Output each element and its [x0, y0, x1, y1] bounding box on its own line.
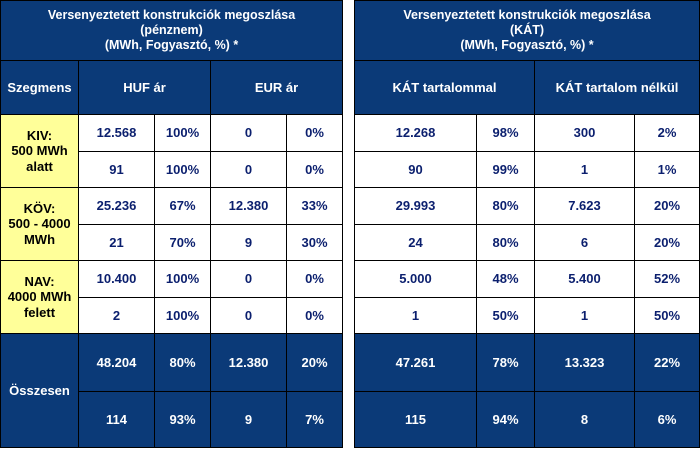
- table-cell: 29.993: [354, 187, 477, 225]
- total-cell: 20%: [285, 333, 344, 392]
- total-cell: 6%: [633, 391, 700, 448]
- segment-kiv-line-3: alatt: [26, 158, 53, 174]
- segment-kiv-line-2: 500 MWh: [11, 143, 68, 159]
- segment-nav-line-2: 4000 MWh: [7, 289, 72, 305]
- segment-kov-line-3: MWh: [23, 231, 56, 247]
- table-cell: 100%: [154, 297, 211, 334]
- table-cell: 0%: [285, 297, 344, 334]
- total-cell: 47.261: [354, 333, 477, 392]
- table-cell: 1: [534, 151, 635, 188]
- right-title-line-3: (MWh, Fogyasztó, %) *: [460, 38, 594, 52]
- table-cell: 20%: [633, 187, 700, 225]
- left-title-line-2: (pénznem): [140, 23, 203, 37]
- total-cell: 12.380: [210, 333, 287, 392]
- table-cell: 12.568: [78, 114, 155, 152]
- total-cell: 114: [78, 391, 155, 448]
- left-table-pénznem: Versenyeztetett konstrukciók megoszlása …: [0, 0, 344, 448]
- table-cell: 98%: [476, 114, 535, 152]
- right-title-line-2: (KÁT): [510, 23, 545, 37]
- table-cell: 10.400: [78, 260, 155, 298]
- right-title-line-1: Versenyeztetett konstrukciók megoszlása: [403, 8, 651, 22]
- table-cell: 6: [534, 224, 635, 261]
- total-cell: 94%: [476, 391, 535, 448]
- table-cell: 20%: [633, 224, 700, 261]
- segment-kiv: KIV: 500 MWh alatt: [0, 114, 79, 188]
- table-cell: 12.380: [210, 187, 287, 225]
- table-cell: 90: [354, 151, 477, 188]
- segment-kov-line-1: KÖV:: [23, 200, 56, 216]
- table-cell: 70%: [154, 224, 211, 261]
- table-cell: 0%: [285, 260, 344, 298]
- table-cell: 50%: [476, 297, 535, 334]
- total-cell: 48.204: [78, 333, 155, 392]
- total-cell: 78%: [476, 333, 535, 392]
- segment-nav-line-1: NAV:: [24, 273, 55, 289]
- table-cell: 50%: [633, 297, 700, 334]
- table-cell: 9: [210, 224, 287, 261]
- left-title-line-1: Versenyeztetett konstrukciók megoszlása: [47, 8, 296, 22]
- table-cell: 33%: [285, 187, 344, 225]
- segment-header: Szegmens: [0, 60, 79, 115]
- table-cell: 100%: [154, 151, 211, 188]
- table-cell: 1: [534, 297, 635, 334]
- table-cell: 67%: [154, 187, 211, 225]
- table-cell: 0: [210, 151, 287, 188]
- table-cell: 48%: [476, 260, 535, 298]
- huf-price-header: HUF ár: [78, 60, 211, 115]
- right-table-title: Versenyeztetett konstrukciók megoszlása …: [353, 0, 700, 61]
- total-cell: 13.323: [534, 333, 635, 392]
- table-cell: 100%: [154, 260, 211, 298]
- table-cell: 30%: [285, 224, 344, 261]
- segment-kov: KÖV: 500 - 4000 MWh: [0, 187, 79, 261]
- table-cell: 91: [78, 151, 155, 188]
- table-cell: 300: [534, 114, 635, 152]
- total-cell: 80%: [154, 333, 211, 392]
- table-cell: 52%: [633, 260, 700, 298]
- segment-kiv-line-1: KIV:: [26, 127, 53, 143]
- table-cell: 0: [210, 260, 287, 298]
- table-cell: 1: [354, 297, 477, 334]
- total-cell: 22%: [633, 333, 700, 392]
- table-cell: 12.268: [354, 114, 477, 152]
- table-cell: 100%: [154, 114, 211, 152]
- kat-with-header: KÁT tartalommal: [354, 60, 535, 115]
- segment-nav: NAV: 4000 MWh felett: [0, 260, 79, 334]
- table-cell: 80%: [476, 187, 535, 225]
- table-cell: 2: [78, 297, 155, 334]
- table-cell: 0: [210, 297, 287, 334]
- total-cell: 115: [354, 391, 477, 448]
- total-cell: 9: [210, 391, 287, 448]
- table-cell: 0%: [285, 114, 344, 152]
- total-cell: 93%: [154, 391, 211, 448]
- segment-nav-line-3: felett: [23, 304, 56, 320]
- table-cell: 21: [78, 224, 155, 261]
- total-label: Összesen: [0, 333, 79, 448]
- left-title-line-3: (MWh, Fogyasztó, %) *: [104, 38, 239, 52]
- total-cell: 8: [534, 391, 635, 448]
- table-cell: 0%: [285, 151, 344, 188]
- table-cell: 2%: [633, 114, 700, 152]
- table-cell: 1%: [633, 151, 700, 188]
- segment-kov-line-2: 500 - 4000: [8, 216, 71, 232]
- table-cell: 5.400: [534, 260, 635, 298]
- table-cell: 25.236: [78, 187, 155, 225]
- table-cell: 99%: [476, 151, 535, 188]
- table-cell: 7.623: [534, 187, 635, 225]
- table-cell: 0: [210, 114, 287, 152]
- table-cell: 5.000: [354, 260, 477, 298]
- table-cell: 80%: [476, 224, 535, 261]
- total-cell: 7%: [285, 391, 344, 448]
- right-table-kat: Versenyeztetett konstrukciók megoszlása …: [353, 0, 700, 448]
- kat-without-header: KÁT tartalom nélkül: [533, 60, 700, 115]
- eur-price-header: EUR ár: [209, 60, 344, 115]
- left-table-title: Versenyeztetett konstrukciók megoszlása …: [0, 0, 344, 61]
- table-cell: 24: [354, 224, 477, 261]
